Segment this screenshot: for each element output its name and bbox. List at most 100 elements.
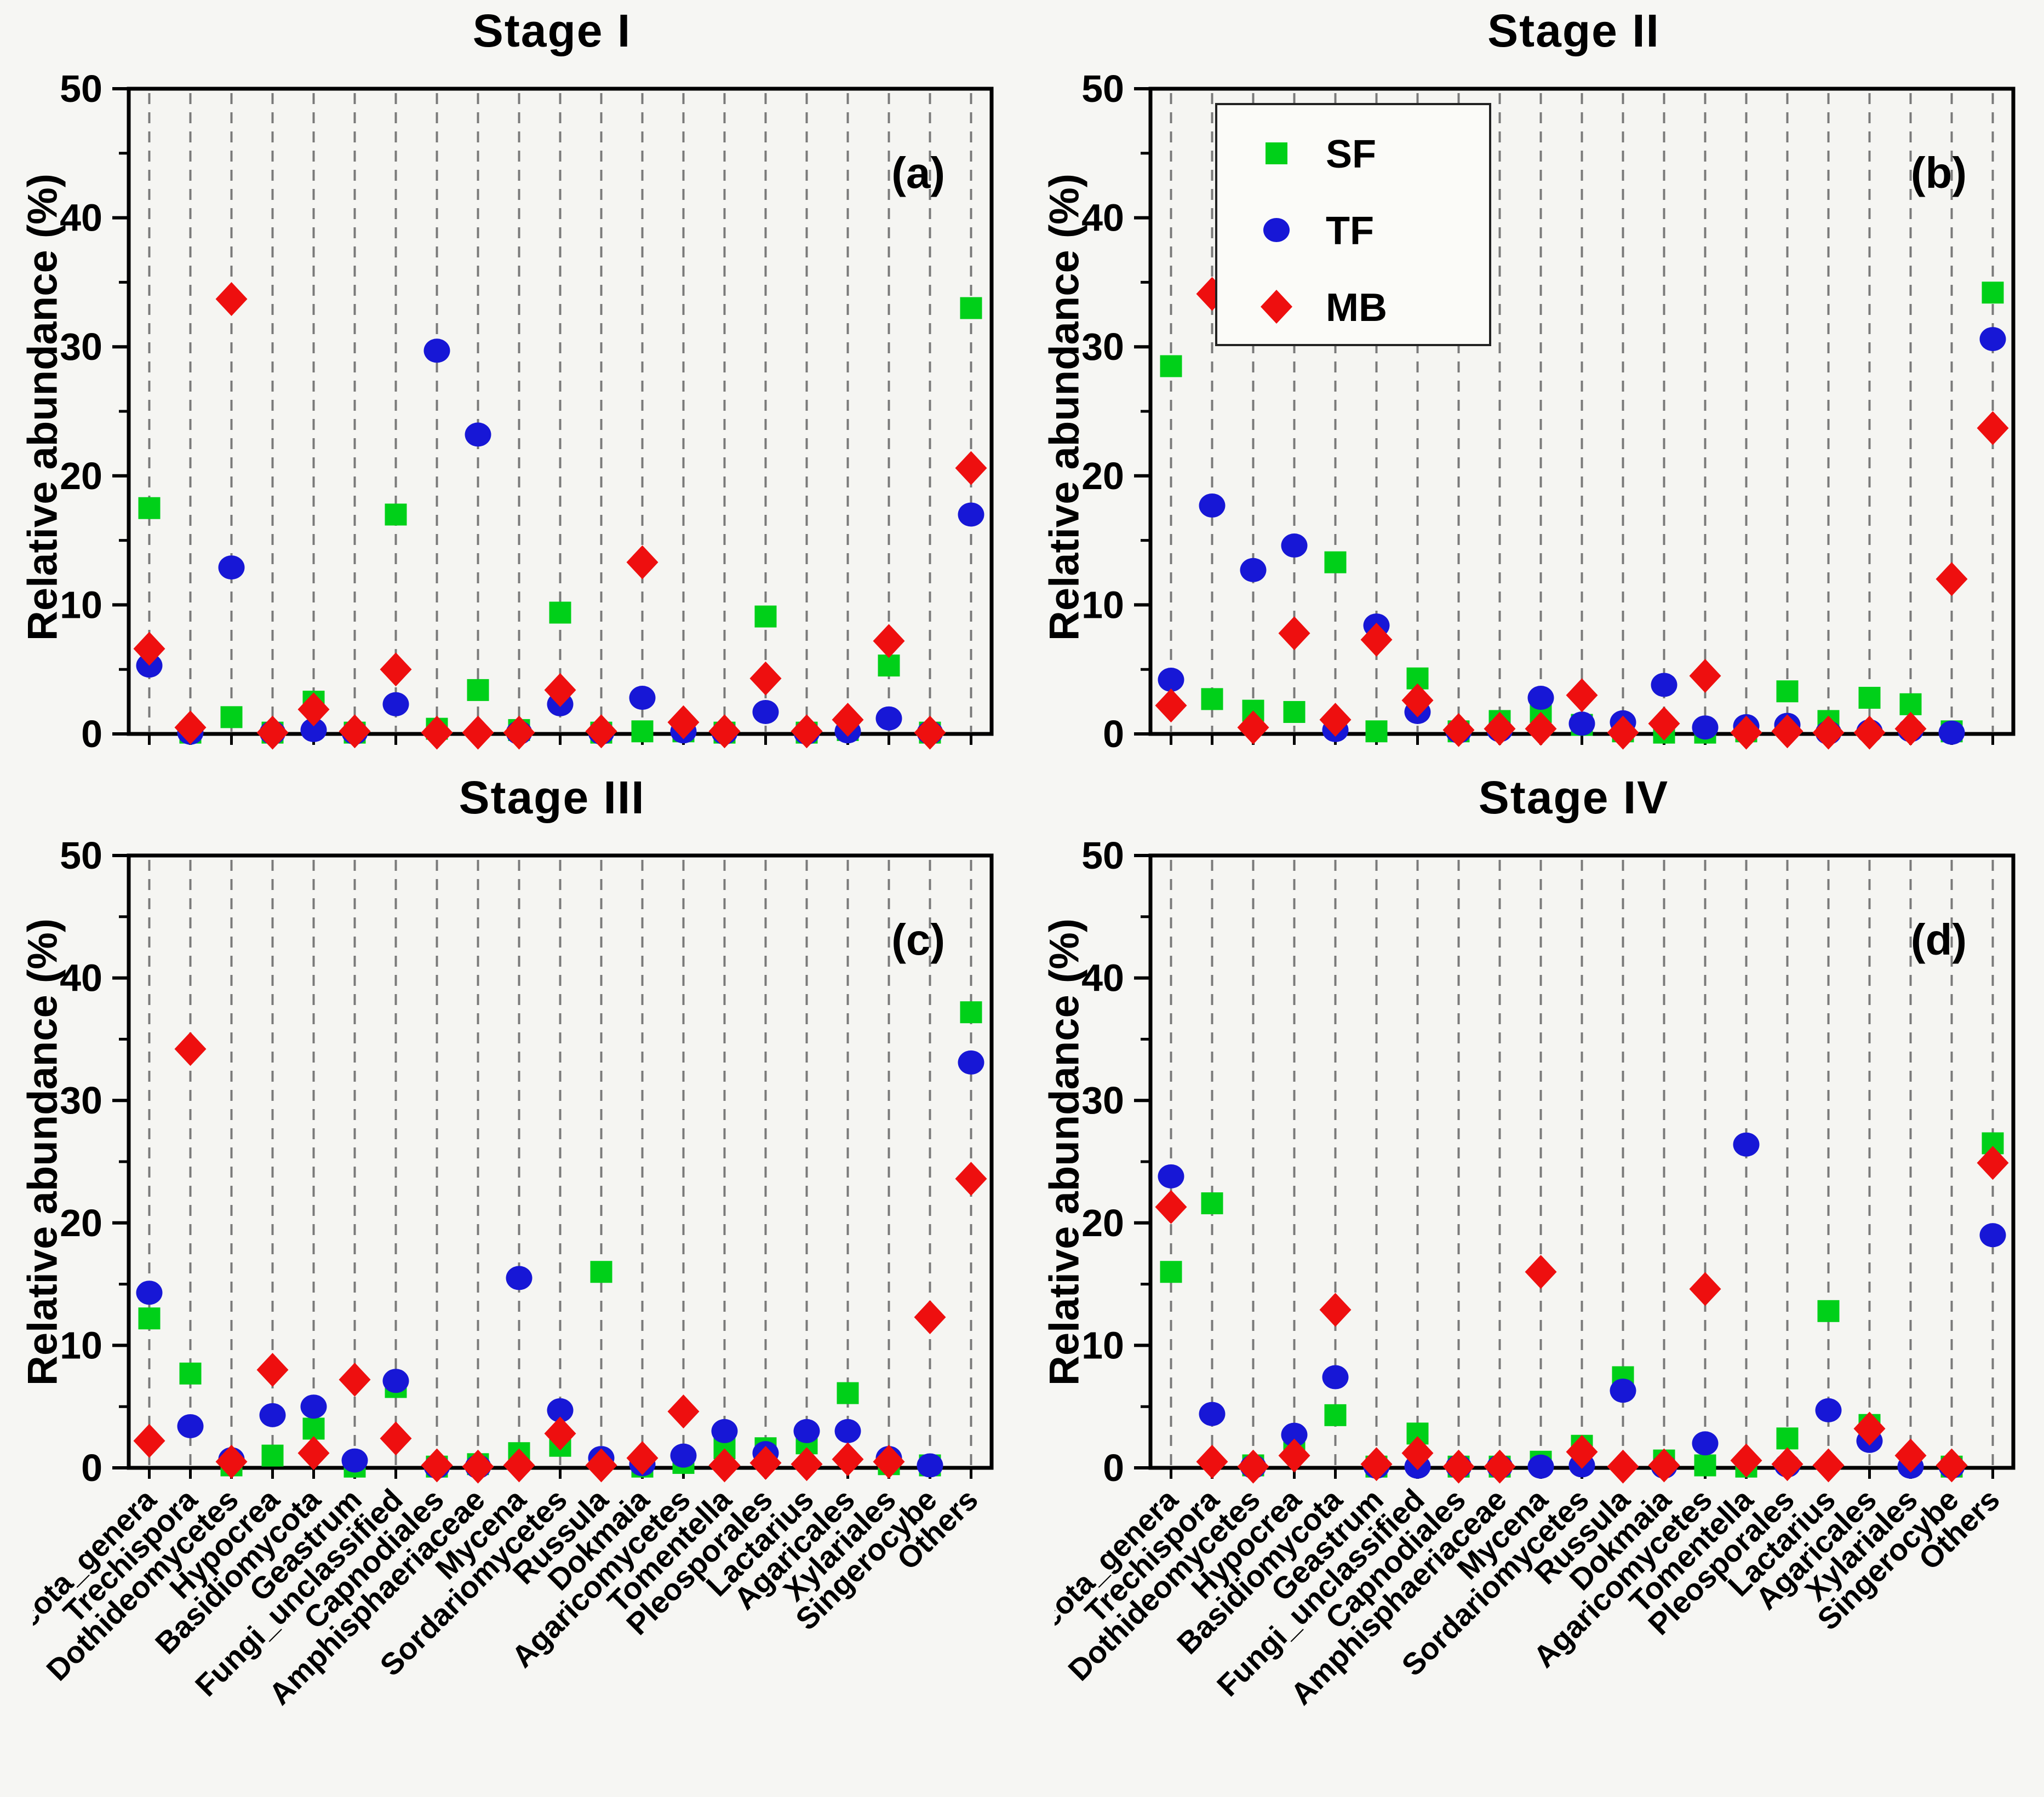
- data-point: [1894, 711, 1927, 746]
- data-point: [749, 661, 782, 696]
- data-point: [341, 1448, 368, 1473]
- data-point: [1525, 1255, 1557, 1289]
- data-point: [382, 692, 409, 716]
- legend-label: TF: [1326, 209, 1374, 253]
- y-tick-label: 0: [81, 1446, 102, 1489]
- data-point: [1692, 715, 1719, 740]
- data-point: [1938, 720, 1965, 745]
- y-tick-label: 40: [1081, 197, 1124, 239]
- data-point: [667, 705, 700, 739]
- data-point: [1982, 282, 2004, 304]
- top-row: Stage I Relative abundance (%) 0 10 20 30 40…: [0, 0, 2044, 767]
- data-point: [339, 1363, 371, 1397]
- panel-stage-iv: Stage IV Relative abundance (%) 0 10 20 30 4…: [1022, 767, 2043, 1796]
- data-point: [385, 503, 407, 526]
- data-point: [1237, 710, 1269, 745]
- y-tick-label: 0: [81, 713, 102, 755]
- data-point: [873, 1444, 905, 1479]
- data-point: [133, 1423, 165, 1458]
- stage-iv-plot: 01020304050Ascomycota_generaTrechisporaD…: [1055, 834, 2016, 1719]
- data-point: [547, 1398, 574, 1422]
- y-tick-label: 30: [1081, 1079, 1124, 1122]
- y-tick-label: 50: [1081, 67, 1124, 110]
- data-point: [177, 1414, 204, 1438]
- data-point: [138, 1307, 161, 1330]
- data-point: [667, 1394, 700, 1429]
- data-point: [421, 715, 453, 750]
- data-point: [1853, 1411, 1886, 1446]
- circle-legend-icon: [1263, 218, 1290, 242]
- data-point: [1812, 715, 1845, 750]
- data-point: [791, 714, 823, 749]
- data-point: [1199, 1402, 1226, 1426]
- data-point: [1776, 680, 1799, 703]
- y-tick-label: 10: [60, 583, 102, 626]
- y-axis-label: Relative abundance (%): [19, 173, 66, 641]
- data-point: [1566, 678, 1598, 713]
- bottom-row: Stage III Relative abundance (%) 0 10 20 30…: [0, 767, 2044, 1796]
- data-point: [1776, 1427, 1799, 1450]
- data-point: [136, 1281, 163, 1305]
- data-point: [215, 282, 248, 317]
- data-point: [339, 714, 371, 749]
- data-point: [1568, 711, 1595, 736]
- data-point: [711, 1419, 738, 1443]
- y-tick-label: 20: [1081, 1202, 1124, 1244]
- data-point: [423, 338, 450, 363]
- data-point: [1360, 1447, 1393, 1482]
- data-point: [1692, 1431, 1719, 1456]
- panel-stage-iii: Stage III Relative abundance (%) 0 10 20 30…: [0, 767, 1022, 1796]
- data-point: [754, 605, 777, 628]
- data-point: [590, 1261, 612, 1283]
- data-point: [917, 1453, 943, 1478]
- data-point: [1815, 1398, 1842, 1422]
- data-point: [749, 1446, 782, 1480]
- data-point: [1319, 1293, 1352, 1327]
- data-point: [300, 717, 327, 742]
- data-point: [873, 624, 905, 658]
- data-point: [1977, 1146, 2009, 1180]
- data-point: [1324, 1404, 1347, 1426]
- data-point: [1324, 551, 1347, 573]
- y-tick-label: 20: [1081, 455, 1124, 497]
- data-point: [1155, 1190, 1187, 1224]
- diamond-legend-icon: [1261, 290, 1292, 324]
- data-point: [1771, 1447, 1803, 1482]
- data-point: [1158, 1164, 1184, 1189]
- data-point: [914, 715, 946, 750]
- data-point: [179, 1362, 202, 1385]
- y-tick-label: 40: [60, 957, 102, 1000]
- panel-title-stage-ii: Stage II: [1487, 5, 1660, 56]
- data-point: [544, 1416, 576, 1451]
- data-point: [1158, 668, 1184, 692]
- data-point: [256, 715, 289, 750]
- data-point: [503, 1448, 535, 1483]
- data-point: [1196, 1444, 1228, 1479]
- data-point: [261, 1444, 284, 1467]
- data-point: [544, 673, 576, 707]
- y-tick-label: 50: [60, 67, 102, 110]
- data-point: [1201, 688, 1223, 710]
- y-axis-label: Relative abundance (%): [1041, 918, 1088, 1386]
- data-point: [297, 692, 330, 727]
- y-tick-label: 40: [1081, 957, 1124, 1000]
- data-point: [708, 714, 741, 749]
- data-point: [503, 715, 535, 750]
- data-point: [585, 714, 617, 749]
- data-point: [1648, 1448, 1680, 1483]
- data-point: [1689, 1272, 1721, 1306]
- data-point: [549, 601, 571, 624]
- data-point: [708, 1448, 741, 1483]
- data-point: [1199, 493, 1226, 518]
- data-point: [914, 1300, 946, 1334]
- y-tick-label: 0: [1103, 713, 1124, 755]
- y-tick-label: 10: [1081, 583, 1124, 626]
- data-point: [1237, 1449, 1269, 1484]
- data-point: [1979, 1223, 2006, 1248]
- data-point: [1607, 715, 1639, 750]
- stage-ii-plot: 0 10 20 30 40 50 SF TF MB: [1081, 67, 2016, 755]
- data-point: [958, 1050, 984, 1075]
- data-point: [631, 720, 654, 743]
- data-point: [955, 451, 987, 485]
- data-point: [629, 686, 656, 710]
